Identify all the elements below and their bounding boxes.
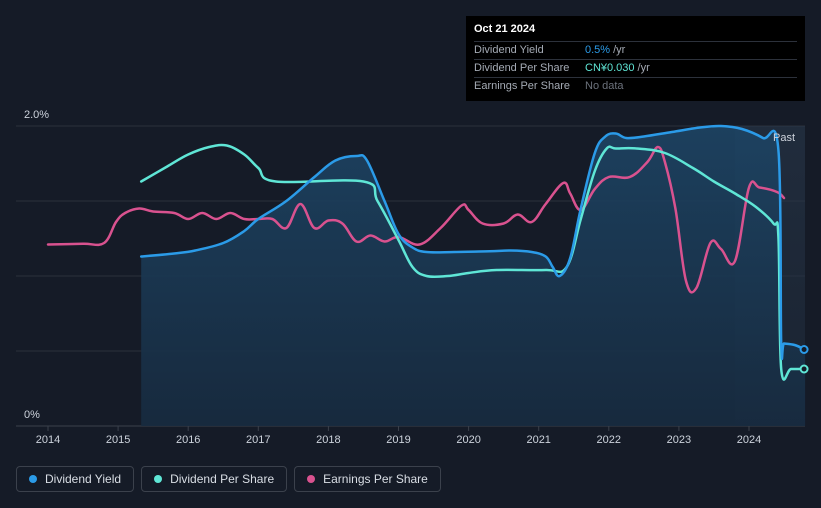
endpoint-marker xyxy=(799,345,809,354)
x-tick-label: 2014 xyxy=(36,434,60,446)
legend-item-dividend-per-share[interactable]: Dividend Per Share xyxy=(141,466,288,492)
tooltip-value: 0.5% xyxy=(585,44,611,56)
x-tick-label: 2015 xyxy=(106,434,130,446)
x-tick-label: 2023 xyxy=(667,434,691,446)
x-axis-ticks: 2014 2015 2016 2017 2018 2019 2020 2021 2022 2023… xyxy=(36,426,761,446)
tooltip-row-dividend-yield: Dividend Yield 0.5% /yr xyxy=(474,41,797,59)
legend: Dividend Yield Dividend Per Share Earnin… xyxy=(16,466,441,492)
y-axis-top-label: 2.0% xyxy=(24,109,49,121)
series-lines xyxy=(46,124,807,381)
legend-label: Dividend Yield xyxy=(45,472,122,486)
earnings-per-share-dot-icon xyxy=(307,475,316,483)
x-tick-label: 2024 xyxy=(737,434,761,446)
x-tick-label: 2019 xyxy=(386,434,410,446)
x-tick-label: 2022 xyxy=(597,434,621,446)
x-tick-label: 2018 xyxy=(316,434,340,446)
x-tick-label: 2020 xyxy=(456,434,480,446)
endpoint-marker xyxy=(799,364,809,374)
tooltip-unit: /yr xyxy=(637,62,650,74)
x-tick-label: 2017 xyxy=(246,434,270,446)
legend-item-earnings-per-share[interactable]: Earnings Per Share xyxy=(294,466,441,492)
legend-item-dividend-yield[interactable]: Dividend Yield xyxy=(16,466,135,492)
y-axis-bottom-label: 0% xyxy=(24,409,40,421)
tooltip-unit: /yr xyxy=(613,44,626,56)
dividend-yield-dot-icon xyxy=(29,475,37,483)
tooltip-row-dividend-per-share: Dividend Per Share CN¥0.030 /yr xyxy=(474,59,797,77)
dividend-yield-area xyxy=(141,125,806,426)
series-line-earnings-per-share xyxy=(46,145,786,294)
tooltip-label: Dividend Yield xyxy=(474,44,544,56)
series-line-dividend-yield xyxy=(139,124,807,361)
dividend-per-share-dot-icon xyxy=(154,475,163,483)
legend-label: Dividend Per Share xyxy=(170,472,275,486)
tooltip-value: No data xyxy=(585,80,624,92)
x-tick-label: 2021 xyxy=(526,434,550,446)
series-line-dividend-per-share xyxy=(139,143,807,381)
past-label: Past xyxy=(773,132,795,144)
legend-label: Earnings Per Share xyxy=(323,472,428,486)
series-endpoints xyxy=(799,345,809,374)
tooltip-label: Dividend Per Share xyxy=(474,62,570,74)
x-tick-label: 2016 xyxy=(176,434,200,446)
tooltip-date: Oct 21 2024 xyxy=(474,23,536,35)
tooltip-value: CN¥0.030 xyxy=(585,62,635,74)
tooltip: Oct 21 2024 Dividend Yield 0.5% /yr Divi… xyxy=(466,16,805,101)
tooltip-row-earnings-per-share: Earnings Per Share No data xyxy=(474,77,797,95)
tooltip-label: Earnings Per Share xyxy=(474,80,570,92)
